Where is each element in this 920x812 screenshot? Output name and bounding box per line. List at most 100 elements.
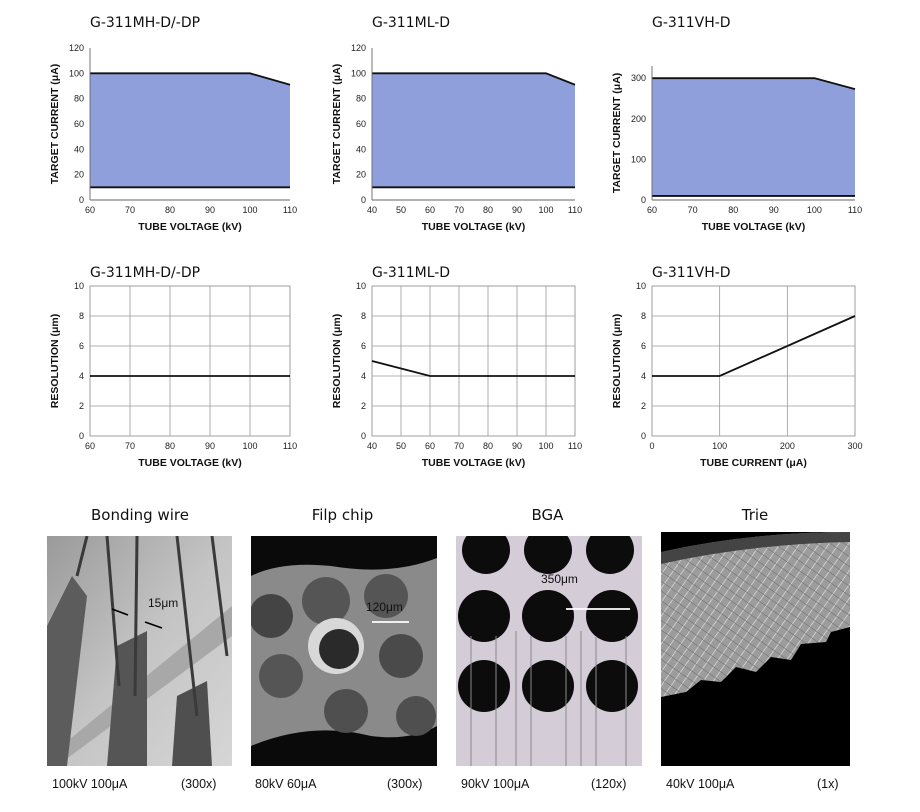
y-tick-label: 40: [74, 144, 84, 154]
y-tick-label: 0: [361, 431, 366, 441]
annotation-15um: 15μm: [148, 596, 179, 610]
x-axis-label: TUBE VOLTAGE (kV): [422, 457, 525, 469]
y-axis-label: RESOLUTION (μm): [49, 314, 61, 409]
x-axis-label: TUBE CURRENT (μA): [700, 457, 807, 469]
x-tick-label: 110: [848, 205, 862, 215]
x-tick-label: 100: [242, 441, 257, 451]
xray-image-trie: [661, 532, 850, 766]
y-tick-label: 100: [351, 68, 366, 78]
x-tick-label: 110: [568, 205, 582, 215]
chart-title: G-311VH-D: [652, 265, 731, 281]
x-tick-label: 60: [425, 205, 435, 215]
x-tick-label: 60: [647, 205, 657, 215]
x-tick-label: 40: [367, 441, 377, 451]
x-tick-label: 300: [847, 441, 862, 451]
y-tick-label: 0: [79, 195, 84, 205]
y-tick-label: 200: [631, 114, 646, 124]
annotation-120um: 120μm: [366, 600, 403, 614]
y-tick-label: 0: [641, 431, 646, 441]
chart-target-current-ml: G-311ML-D 40 50 60 70 80 90 100 110 0 20 40 60 80 100 1…: [283, 0, 583, 240]
caption-bonding-wire-magnification: (300x): [181, 777, 217, 791]
x-tick-label: 110: [283, 441, 297, 451]
x-tick-label: 200: [780, 441, 795, 451]
x-tick-label: 0: [649, 441, 654, 451]
y-tick-label: 4: [641, 371, 646, 381]
y-tick-label: 60: [356, 119, 366, 129]
x-tick-label: 110: [568, 441, 582, 451]
y-tick-label: 6: [361, 341, 366, 351]
flip-chip-illustration: [251, 536, 437, 766]
xray-image-bga: [456, 536, 642, 766]
caption-bonding-wire-conditions: 100kV 100μA: [52, 777, 128, 791]
chart-title: G-311ML-D: [372, 15, 450, 31]
chart-svg: G-311ML-D 40 50 60 70 80 90 100 110 0 2 4 6 8 10 TUBE V…: [331, 265, 582, 469]
y-axis-label: RESOLUTION (μm): [611, 314, 623, 409]
y-tick-label: 2: [79, 401, 84, 411]
x-tick-label: 90: [205, 441, 215, 451]
y-tick-label: 100: [69, 68, 84, 78]
upper-limit-line: [90, 72, 291, 86]
y-tick-label: 10: [74, 281, 84, 291]
y-tick-label: 4: [361, 371, 366, 381]
y-tick-label: 120: [69, 43, 84, 53]
y-tick-label: 8: [641, 311, 646, 321]
x-tick-label: 70: [125, 441, 135, 451]
x-tick-label: 60: [425, 441, 435, 451]
x-tick-label: 80: [728, 205, 738, 215]
chart-resolution-mh: G-311MH-D/-DP 60 70 80 90 100 110 0 2 4 6 8 10 TUBE V…: [0, 255, 300, 485]
x-tick-label: 40: [367, 205, 377, 215]
x-tick-label: 80: [483, 205, 493, 215]
y-tick-label: 0: [641, 195, 646, 205]
xray-image-bonding-wire: [47, 536, 232, 766]
bga-illustration: [456, 536, 642, 766]
operating-area: [652, 78, 855, 196]
photo-title-bonding-wire: Bonding wire: [91, 506, 189, 524]
x-tick-label: 100: [538, 441, 553, 451]
y-tick-label: 6: [641, 341, 646, 351]
resolution-line: [652, 315, 856, 377]
chart-svg: G-311MH-D/-DP 60 70 80 90 100 110 0 2 4 6 8 10 TUBE V…: [49, 265, 297, 469]
y-tick-label: 8: [79, 311, 84, 321]
x-tick-label: 100: [538, 205, 553, 215]
bonding-wire-illustration: [47, 536, 232, 766]
chart-title: G-311MH-D/-DP: [90, 265, 200, 281]
y-tick-label: 0: [79, 431, 84, 441]
y-tick-label: 10: [356, 281, 366, 291]
photo-title-flip-chip: Filp chip: [311, 506, 374, 524]
y-tick-label: 0: [361, 195, 366, 205]
x-tick-label: 70: [454, 205, 464, 215]
y-tick-label: 8: [361, 311, 366, 321]
x-tick-label: 50: [396, 441, 406, 451]
chart-target-current-mh: G-311MH-D/-DP 60 70 80 90 100 110 0 20 40 60 80 100 1…: [0, 0, 300, 240]
chart-target-current-vh: G-311VH-D 60 70 80 90 100 110 0 100 200 300 TUBE VO…: [565, 0, 865, 240]
xray-image-flip-chip: [251, 536, 437, 766]
photo-title-bga: BGA: [531, 506, 564, 524]
x-axis-label: TUBE VOLTAGE (kV): [138, 457, 241, 469]
x-tick-label: 90: [512, 205, 522, 215]
y-tick-label: 10: [636, 281, 646, 291]
x-tick-label: 50: [396, 205, 406, 215]
chart-svg: G-311VH-D 60 70 80 90 100 110 0 100 200 300 TUBE VO…: [611, 15, 862, 233]
x-tick-label: 70: [688, 205, 698, 215]
upper-limit-line: [652, 77, 856, 91]
y-tick-label: 80: [356, 94, 366, 104]
y-tick-label: 100: [631, 154, 646, 164]
annotation-350um: 350μm: [541, 572, 578, 586]
y-tick-label: 300: [631, 73, 646, 83]
x-tick-label: 100: [712, 441, 727, 451]
trie-illustration: [661, 532, 850, 766]
chart-title: G-311MH-D/-DP: [90, 15, 200, 31]
x-tick-label: 100: [242, 205, 257, 215]
resolution-line: [371, 360, 575, 377]
x-tick-label: 70: [454, 441, 464, 451]
chart-svg: G-311MH-D/-DP 60 70 80 90 100 110 0 20 40 60 80 100 1…: [49, 15, 297, 233]
x-tick-label: 80: [165, 441, 175, 451]
caption-bga-conditions: 90kV 100μA: [461, 777, 530, 791]
x-tick-label: 70: [125, 205, 135, 215]
caption-flip-chip-magnification: (300x): [387, 777, 423, 791]
y-tick-label: 4: [79, 371, 84, 381]
caption-bga-magnification: (120x): [591, 777, 627, 791]
operating-area: [90, 73, 290, 188]
chart-title: G-311ML-D: [372, 265, 450, 281]
x-tick-label: 80: [165, 205, 175, 215]
